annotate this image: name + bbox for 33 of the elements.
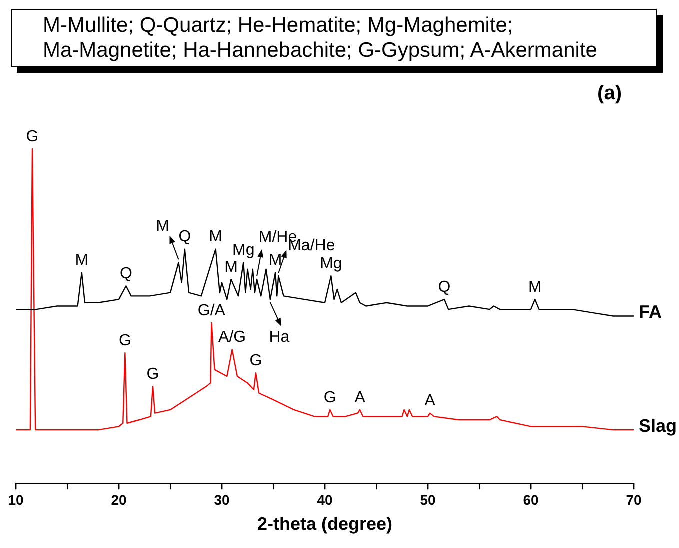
x-tick-label: 30 (214, 492, 230, 508)
text: M-Mullite; Q-Quartz; He-Hematite; Mg-Maghemite; Ma-Magnetite; Ha-Hannebachite; G-Gypsum; A-Akermanite (43, 14, 598, 62)
annotation: A (354, 389, 366, 406)
x-axis-title: 2-theta (degree) (257, 514, 393, 534)
annotation: Ha (269, 328, 290, 346)
x-tick-label: 70 (626, 492, 642, 508)
annotation: A (424, 392, 436, 410)
annotation: G (324, 389, 336, 406)
annotation: Q (438, 278, 451, 296)
annotation: A/G (218, 329, 246, 346)
annotation: M (268, 252, 282, 270)
annotation: M (209, 228, 222, 246)
x-tick-label: 20 (111, 492, 127, 508)
series-label: FA (639, 302, 662, 322)
x-tick-label: 10 (8, 492, 24, 508)
annotation: G/A (198, 302, 226, 320)
x-tick-label: 40 (317, 492, 333, 508)
annotation: G (26, 128, 39, 146)
annotation: Q (178, 228, 192, 246)
annotation: G (118, 332, 132, 350)
series-label: Slag (639, 416, 678, 436)
annotation: Mg (320, 256, 342, 273)
annotation: M (75, 252, 89, 270)
annotation: Q (120, 266, 132, 283)
annotation: M (156, 218, 170, 236)
x-tick-label: 60 (523, 492, 539, 508)
annotation: G (146, 366, 160, 383)
chart-title: (a) (598, 82, 622, 105)
x-tick-label: 50 (420, 492, 436, 508)
annotation: G (250, 352, 262, 370)
annotation: M (528, 278, 542, 296)
annotation: Mg (232, 242, 255, 260)
annotation: M (224, 258, 238, 276)
